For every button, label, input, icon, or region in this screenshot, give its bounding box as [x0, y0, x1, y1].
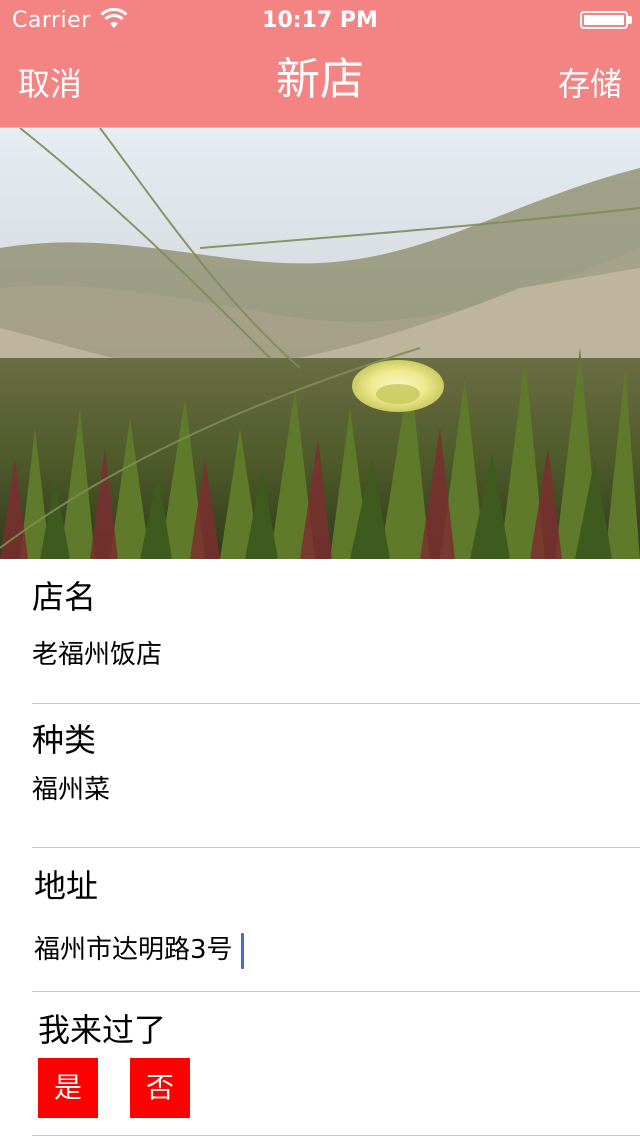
- wifi-icon: [100, 8, 128, 28]
- clock-label: 10:17 PM: [262, 8, 378, 33]
- visited-label: 我来过了: [38, 1011, 167, 1049]
- navigation-bar: Carrier 10:17 PM 取消 新店 存储: [0, 0, 640, 128]
- battery-icon: [580, 11, 628, 29]
- type-row: 种类 福州菜: [0, 704, 640, 848]
- type-label: 种类: [32, 721, 97, 759]
- battery-nub-icon: [628, 16, 632, 24]
- carrier-label: Carrier: [12, 8, 91, 33]
- photo-image: [0, 128, 640, 559]
- status-bar: Carrier 10:17 PM: [0, 0, 640, 40]
- name-label: 店名: [32, 578, 97, 616]
- cancel-button[interactable]: 取消: [18, 65, 83, 103]
- separator: [32, 991, 640, 992]
- text-cursor: [240, 932, 244, 969]
- separator: [32, 703, 640, 704]
- save-button[interactable]: 存储: [557, 65, 622, 103]
- visited-row: 我来过了 是 否: [0, 992, 640, 1136]
- type-field[interactable]: 福州菜: [32, 775, 111, 805]
- page-title: 新店: [276, 54, 364, 105]
- name-field[interactable]: 老福州饭店: [32, 640, 163, 670]
- location-field[interactable]: 福州市达明路3号: [34, 932, 244, 969]
- location-row: 地址 福州市达明路3号: [0, 848, 640, 992]
- location-text: 福州市达明路3号: [34, 935, 233, 965]
- no-button[interactable]: 否: [130, 1058, 190, 1118]
- restaurant-photo[interactable]: [0, 128, 640, 559]
- yes-button[interactable]: 是: [38, 1058, 98, 1118]
- separator: [32, 847, 640, 848]
- location-label: 地址: [34, 867, 99, 905]
- name-row: 店名 老福州饭店: [0, 559, 640, 704]
